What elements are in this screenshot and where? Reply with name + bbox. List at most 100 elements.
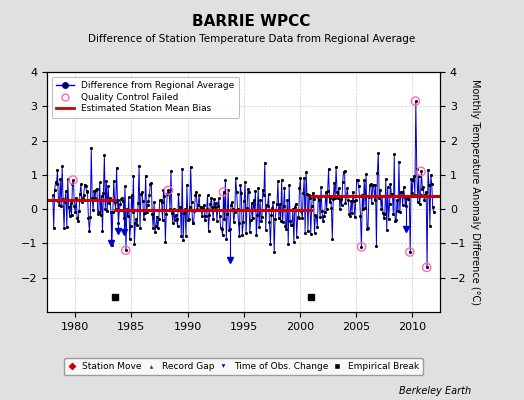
Point (327, 205, 335, 211)
Point (330, 180, 339, 186)
Point (292, 234, 301, 240)
Point (363, 226, 371, 232)
Point (190, 208, 199, 214)
Point (239, 219, 247, 226)
Point (422, 264, 431, 271)
Point (329, 195, 337, 202)
Point (325, 198, 334, 205)
Point (376, 187, 385, 194)
Point (236, 182, 245, 188)
Point (341, 200, 350, 207)
Point (99, 190, 107, 196)
Point (357, 244, 366, 250)
Point (182, 233, 190, 240)
Point (50, 225, 58, 231)
Point (274, 178, 282, 184)
Point (392, 217, 400, 223)
Point (324, 166, 333, 172)
Point (278, 218, 287, 225)
Point (388, 190, 397, 197)
Point (428, 181, 436, 187)
Point (221, 176, 230, 183)
Point (53, 167, 62, 174)
Point (284, 240, 292, 247)
Point (67, 200, 75, 207)
Point (112, 165, 121, 171)
Point (257, 218, 265, 224)
Point (260, 192, 268, 198)
Point (361, 204, 369, 211)
Point (317, 184, 325, 190)
Point (79, 195, 87, 201)
Point (304, 227, 312, 234)
Point (266, 241, 275, 247)
Point (319, 218, 327, 225)
Point (54, 198, 62, 204)
Point (267, 212, 276, 218)
Point (379, 210, 387, 216)
Point (251, 188, 259, 194)
Point (206, 200, 214, 207)
Point (108, 209, 117, 215)
Point (333, 189, 341, 195)
Point (378, 193, 386, 200)
Point (258, 214, 266, 220)
Point (78, 198, 86, 205)
Point (210, 196, 219, 202)
Point (372, 243, 380, 250)
Point (50, 187, 59, 193)
Point (55, 202, 63, 208)
Point (420, 196, 429, 203)
Point (130, 240, 138, 247)
Point (118, 195, 126, 201)
Point (81, 182, 89, 188)
Point (372, 182, 380, 188)
Point (313, 224, 322, 230)
Point (375, 195, 384, 202)
Point (417, 168, 425, 175)
Point (297, 207, 305, 214)
Point (381, 176, 390, 182)
Point (62, 188, 70, 194)
Point (216, 225, 225, 232)
Point (57, 203, 66, 210)
Point (185, 204, 194, 210)
Point (191, 192, 200, 198)
Point (170, 206, 178, 212)
Point (241, 178, 249, 185)
Point (311, 212, 320, 218)
Point (288, 222, 296, 228)
Point (129, 172, 138, 179)
Point (158, 217, 167, 224)
Point (277, 218, 285, 224)
Point (138, 189, 146, 196)
Point (207, 195, 215, 202)
Point (146, 181, 155, 187)
Point (87, 145, 95, 151)
Point (417, 191, 425, 198)
Point (370, 196, 379, 203)
Point (74, 218, 82, 224)
Point (112, 205, 120, 212)
Point (296, 174, 304, 181)
Point (332, 164, 340, 170)
Point (156, 197, 164, 204)
Point (85, 228, 94, 234)
Point (203, 192, 212, 199)
Point (336, 196, 345, 202)
Point (120, 215, 128, 221)
Point (269, 199, 277, 205)
Point (89, 207, 97, 214)
Point (367, 200, 376, 206)
Point (264, 191, 272, 198)
Point (416, 201, 424, 207)
Point (351, 214, 359, 221)
Point (136, 225, 144, 232)
Point (312, 213, 321, 219)
Point (290, 239, 298, 245)
Point (409, 177, 417, 183)
Point (265, 218, 274, 225)
Point (90, 188, 98, 194)
Point (107, 208, 115, 215)
Point (128, 208, 137, 215)
